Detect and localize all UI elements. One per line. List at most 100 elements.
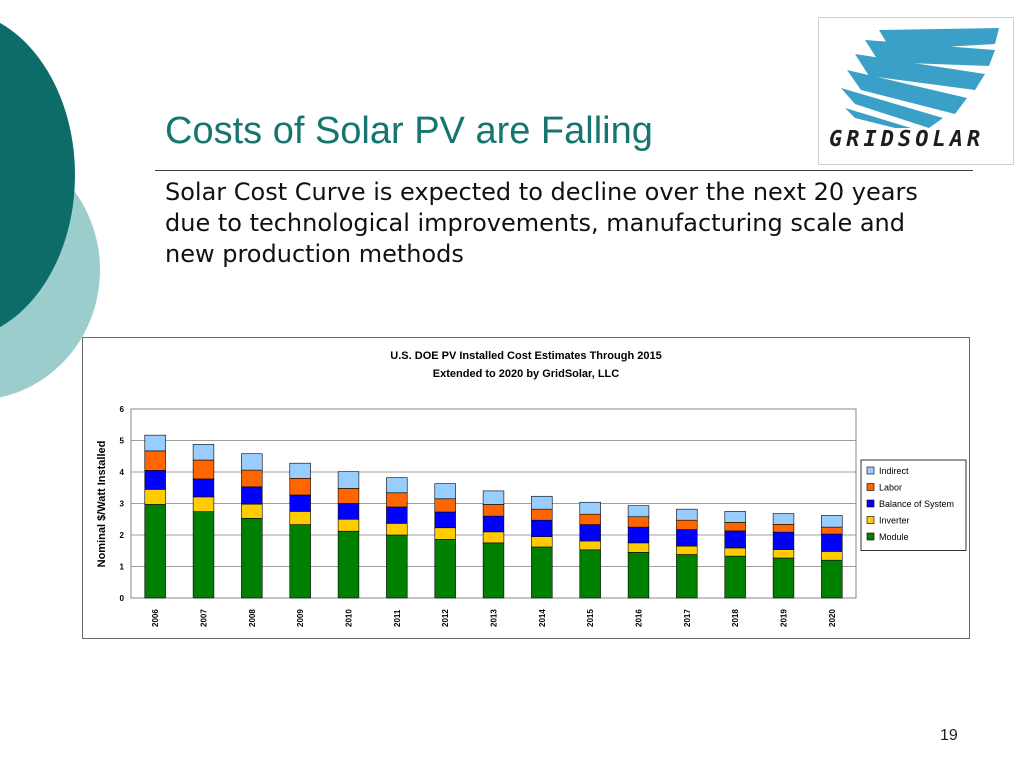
x-tick-label: 2019	[780, 609, 789, 627]
legend-swatch	[866, 483, 875, 491]
x-tick-label: 2010	[345, 609, 354, 627]
bar-segment	[579, 540, 601, 551]
bar-segment	[676, 554, 698, 599]
slide-subtitle: Solar Cost Curve is expected to decline …	[165, 178, 918, 268]
bar-segment	[579, 549, 601, 599]
x-tick-label: 2020	[828, 609, 837, 627]
bar-segment	[386, 506, 408, 524]
bar-segment	[531, 546, 553, 599]
y-tick-label: 3	[120, 500, 125, 509]
bar-segment	[724, 555, 746, 599]
bar-segment	[627, 526, 650, 544]
bar-segment	[724, 547, 746, 557]
y-tick-label: 6	[120, 405, 125, 414]
bar-segment	[289, 462, 311, 479]
bar-segment	[531, 519, 553, 537]
legend-entry: Balance of System	[879, 499, 954, 509]
bar-segment	[241, 469, 263, 488]
bar-segment	[821, 526, 843, 535]
bar-segment	[192, 511, 215, 599]
bar-segment	[579, 513, 601, 525]
slide-title: Costs of Solar PV are Falling	[165, 110, 653, 152]
bar-segment	[241, 518, 263, 599]
bar-segment	[192, 496, 215, 512]
bar-segment	[821, 551, 843, 561]
chart-title: U.S. DOE PV Installed Cost Estimates Thr…	[390, 350, 661, 362]
legend-box	[860, 459, 967, 551]
logo-text: GRIDSOLAR	[829, 127, 985, 152]
bar-segment	[192, 443, 215, 461]
y-axis-label: Nominal $/Watt Installed	[96, 441, 108, 568]
page-number: 19	[940, 727, 958, 744]
y-tick-label: 1	[120, 563, 125, 572]
x-tick-label: 2015	[586, 609, 595, 627]
x-tick-label: 2006	[151, 609, 160, 627]
bar-segment	[337, 518, 360, 532]
bar-segment	[482, 542, 505, 599]
bar-segment	[627, 505, 650, 518]
bar-segment	[579, 524, 601, 542]
bar-segment	[627, 552, 650, 599]
x-tick-label: 2014	[538, 609, 547, 627]
bar-segment	[144, 434, 166, 452]
legend-swatch	[866, 532, 875, 541]
plot-area: 0 1 2 3 4 5 6 2006 2007 2008 2009 2010 2011 2012 2013 2…	[120, 405, 857, 627]
legend-entry: Indirect	[879, 466, 909, 476]
bar-segment	[724, 511, 746, 523]
bar-segment	[821, 533, 843, 552]
bar-segment	[821, 515, 843, 528]
legend-swatch	[866, 499, 875, 508]
bar-segment	[772, 523, 795, 533]
bar-segment	[724, 530, 746, 549]
bar-segment	[337, 488, 360, 504]
decorative-circles	[0, 0, 110, 420]
bar-segment	[337, 471, 360, 489]
bar-segment	[434, 498, 456, 513]
chart-subtitle: Extended to 2020 by GridSolar, LLC	[433, 368, 619, 380]
bar-segment	[192, 478, 215, 498]
x-tick-label: 2012	[441, 609, 450, 627]
x-tick-label: 2008	[248, 609, 257, 627]
bar-segment	[531, 536, 553, 548]
bar-segment	[241, 503, 263, 519]
bar-segment	[627, 542, 650, 553]
bar-segment	[289, 478, 311, 496]
bar-segment	[144, 470, 166, 490]
bar-segment	[676, 529, 698, 547]
y-tick-label: 5	[120, 437, 125, 446]
bar-segment	[724, 522, 746, 532]
bar-segment	[676, 519, 698, 530]
bar-segment	[676, 545, 698, 555]
x-tick-label: 2009	[296, 609, 305, 627]
bar-segment	[531, 495, 553, 510]
legend-entry: Labor	[879, 483, 902, 493]
x-tick-label: 2011	[393, 609, 402, 627]
legend-entry: Module	[879, 532, 909, 542]
bar-segment	[482, 504, 505, 517]
x-tick-label: 2016	[635, 609, 644, 627]
bar-segment	[482, 515, 505, 533]
bar-segment	[386, 492, 408, 508]
bar-segment	[772, 549, 795, 559]
x-tick-label: 2007	[200, 609, 209, 627]
bar-segment	[337, 503, 360, 520]
bar-segment	[289, 524, 311, 599]
x-tick-label: 2018	[731, 609, 740, 627]
legend-swatch	[866, 516, 875, 524]
bar-segment	[627, 516, 650, 528]
bar-segment	[386, 534, 408, 599]
bar-segment	[434, 539, 456, 599]
bar-segment	[386, 477, 408, 494]
gridsolar-logo: GRIDSOLAR	[818, 17, 1014, 165]
bar-segment	[434, 527, 456, 540]
bar-segment	[337, 530, 360, 599]
bar-segment	[482, 531, 505, 544]
bar-segment	[772, 557, 795, 599]
x-tick-label: 2013	[490, 609, 499, 627]
bar-segment	[676, 508, 698, 521]
title-divider	[155, 170, 973, 171]
bar-segment	[192, 459, 215, 480]
chart-legend: Indirect Labor Balance of System Inverter Mo…	[860, 459, 967, 551]
bar-segment	[289, 511, 311, 525]
bar-segment	[821, 559, 843, 599]
